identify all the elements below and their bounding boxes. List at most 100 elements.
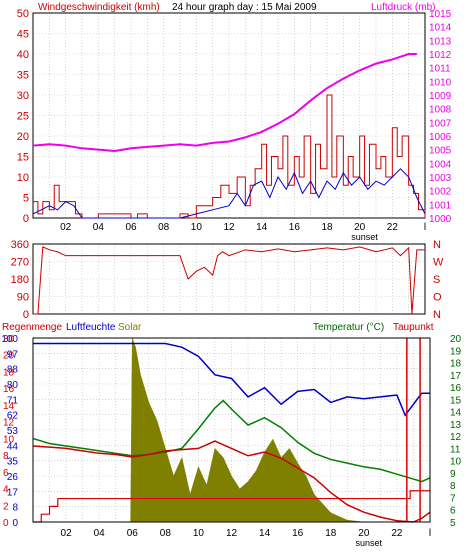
rain-tick-label: 10 [3, 434, 15, 445]
x-tick-label: 18 [321, 222, 333, 233]
x-tick-label: 18 [325, 528, 337, 539]
wind-tick-label: 40 [17, 49, 29, 61]
x-tick-label: 20 [354, 222, 366, 233]
pressure-tick-label: 1001 [429, 200, 452, 211]
x-tick-label: 22 [391, 528, 403, 539]
rain-tick-label: 20 [3, 351, 15, 362]
temp-tick-label: 13 [450, 420, 462, 431]
wind-tick-label: 10 [17, 172, 29, 184]
rain-tick-label: 4 [3, 485, 9, 496]
x-tick-label: 04 [94, 528, 106, 539]
direction-tick-label: 180 [11, 274, 29, 286]
x-tick-label: 04 [93, 222, 105, 233]
dew-axis-title: Taupunkt [393, 322, 434, 333]
x-tick-label: 12 [223, 222, 235, 233]
wind-pressure-panel: 0510152025303540455010001001100210031004… [17, 8, 452, 242]
series-line [33, 94, 426, 219]
x-tick-label: 08 [160, 528, 172, 539]
temp-tick-label: 7 [450, 493, 456, 504]
pressure-tick-label: 1009 [429, 91, 452, 102]
solar-axis-title: Solar [118, 322, 142, 333]
rain-tick-label: 0 [3, 518, 9, 529]
rain-axis-title: Regenmenge [2, 322, 62, 333]
humidity-tick-label: 8 [12, 503, 18, 514]
rain-tick-label: 12 [3, 418, 15, 429]
pressure-tick-label: 1010 [429, 77, 452, 88]
pressure-tick-label: 1005 [429, 146, 452, 157]
wind-axis-title: Windgeschwindigkeit (kmh) [38, 2, 160, 13]
pressure-tick-label: 1002 [429, 187, 452, 198]
direction-tick-label: 0 [23, 309, 29, 321]
pressure-tick-label: 1015 [429, 9, 452, 20]
humidity-tick-label: 26 [7, 472, 19, 483]
compass-tick-label: S [433, 274, 440, 286]
series-line [32, 168, 426, 219]
temp-tick-label: 18 [450, 359, 462, 370]
rain-tick-label: 30 [3, 334, 15, 345]
humidity-tick-label: 0 [12, 518, 18, 529]
pressure-tick-label: 1011 [429, 64, 451, 75]
wind-direction-panel: 0 N 90 O 180 S 270 W 360 N [11, 239, 444, 321]
humidity-tick-label: 71 [7, 395, 19, 406]
wind-tick-label: 0 [23, 213, 29, 225]
wind-tick-label: 5 [23, 193, 29, 205]
temp-humidity-panel: 0817263544536271808897100024681012141618… [1, 334, 461, 548]
wind-tick-label: 20 [17, 131, 29, 143]
humidity-tick-label: 80 [7, 380, 19, 391]
direction-line [33, 246, 425, 315]
x-end-tick: l [429, 528, 431, 539]
compass-tick-label: O [433, 292, 442, 304]
pressure-tick-label: 1013 [429, 36, 452, 47]
wind-tick-label: 25 [17, 111, 29, 123]
temp-tick-label: 17 [450, 371, 462, 382]
temp-axis-title: Temperatur (°C) [313, 322, 384, 333]
plot-frame [32, 12, 426, 219]
pressure-tick-label: 1008 [429, 105, 452, 116]
pressure-tick-label: 1003 [429, 173, 452, 184]
humidity-tick-label: 17 [7, 487, 19, 498]
rain-tick-label: 14 [3, 401, 15, 412]
x-tick-label: 02 [60, 222, 72, 233]
pressure-tick-label: 1012 [429, 50, 452, 61]
temp-tick-label: 14 [450, 408, 462, 419]
pressure-tick-label: 1000 [429, 214, 452, 225]
temp-tick-label: 11 [450, 444, 461, 455]
compass-tick-label: W [433, 257, 444, 269]
wind-tick-label: 15 [17, 152, 29, 164]
temp-tick-label: 10 [450, 457, 462, 468]
x-tick-label: 10 [191, 222, 203, 233]
sunset-label: sunset [356, 538, 383, 548]
series-line [32, 53, 417, 153]
x-tick-label: 14 [259, 528, 271, 539]
temp-tick-label: 15 [450, 395, 462, 406]
pressure-tick-label: 1007 [429, 118, 452, 129]
temp-tick-label: 5 [450, 518, 456, 529]
wind-tick-label: 30 [17, 90, 29, 102]
temp-tick-label: 16 [450, 383, 462, 394]
direction-tick-label: 90 [17, 292, 29, 304]
humidity-tick-label: 35 [7, 457, 19, 468]
humidity-tick-label: 44 [7, 441, 19, 452]
direction-tick-label: 270 [11, 257, 29, 269]
plot-frame [32, 337, 431, 523]
x-tick-label: 20 [358, 528, 370, 539]
direction-tick-label: 360 [11, 239, 29, 251]
x-tick-label: 06 [125, 222, 137, 233]
x-tick-label: 14 [256, 222, 268, 233]
temperature-line [32, 399, 431, 483]
pressure-tick-label: 1004 [429, 159, 452, 170]
rain-tick-label: 8 [3, 451, 9, 462]
x-tick-label: 22 [387, 222, 399, 233]
compass-tick-label: N [433, 239, 441, 251]
temp-tick-label: 9 [450, 469, 456, 480]
humidity-tick-label: 88 [7, 365, 19, 376]
temp-tick-label: 8 [450, 481, 456, 492]
solar-area [33, 337, 430, 523]
wind-tick-label: 35 [17, 70, 29, 82]
rain-tick-label: 2 [3, 501, 9, 512]
pressure-axis-title: Luftdruck (mb) [371, 2, 435, 13]
x-tick-label: 12 [226, 528, 238, 539]
rain-tick-label: 18 [3, 367, 15, 378]
humidity-line [33, 342, 430, 417]
